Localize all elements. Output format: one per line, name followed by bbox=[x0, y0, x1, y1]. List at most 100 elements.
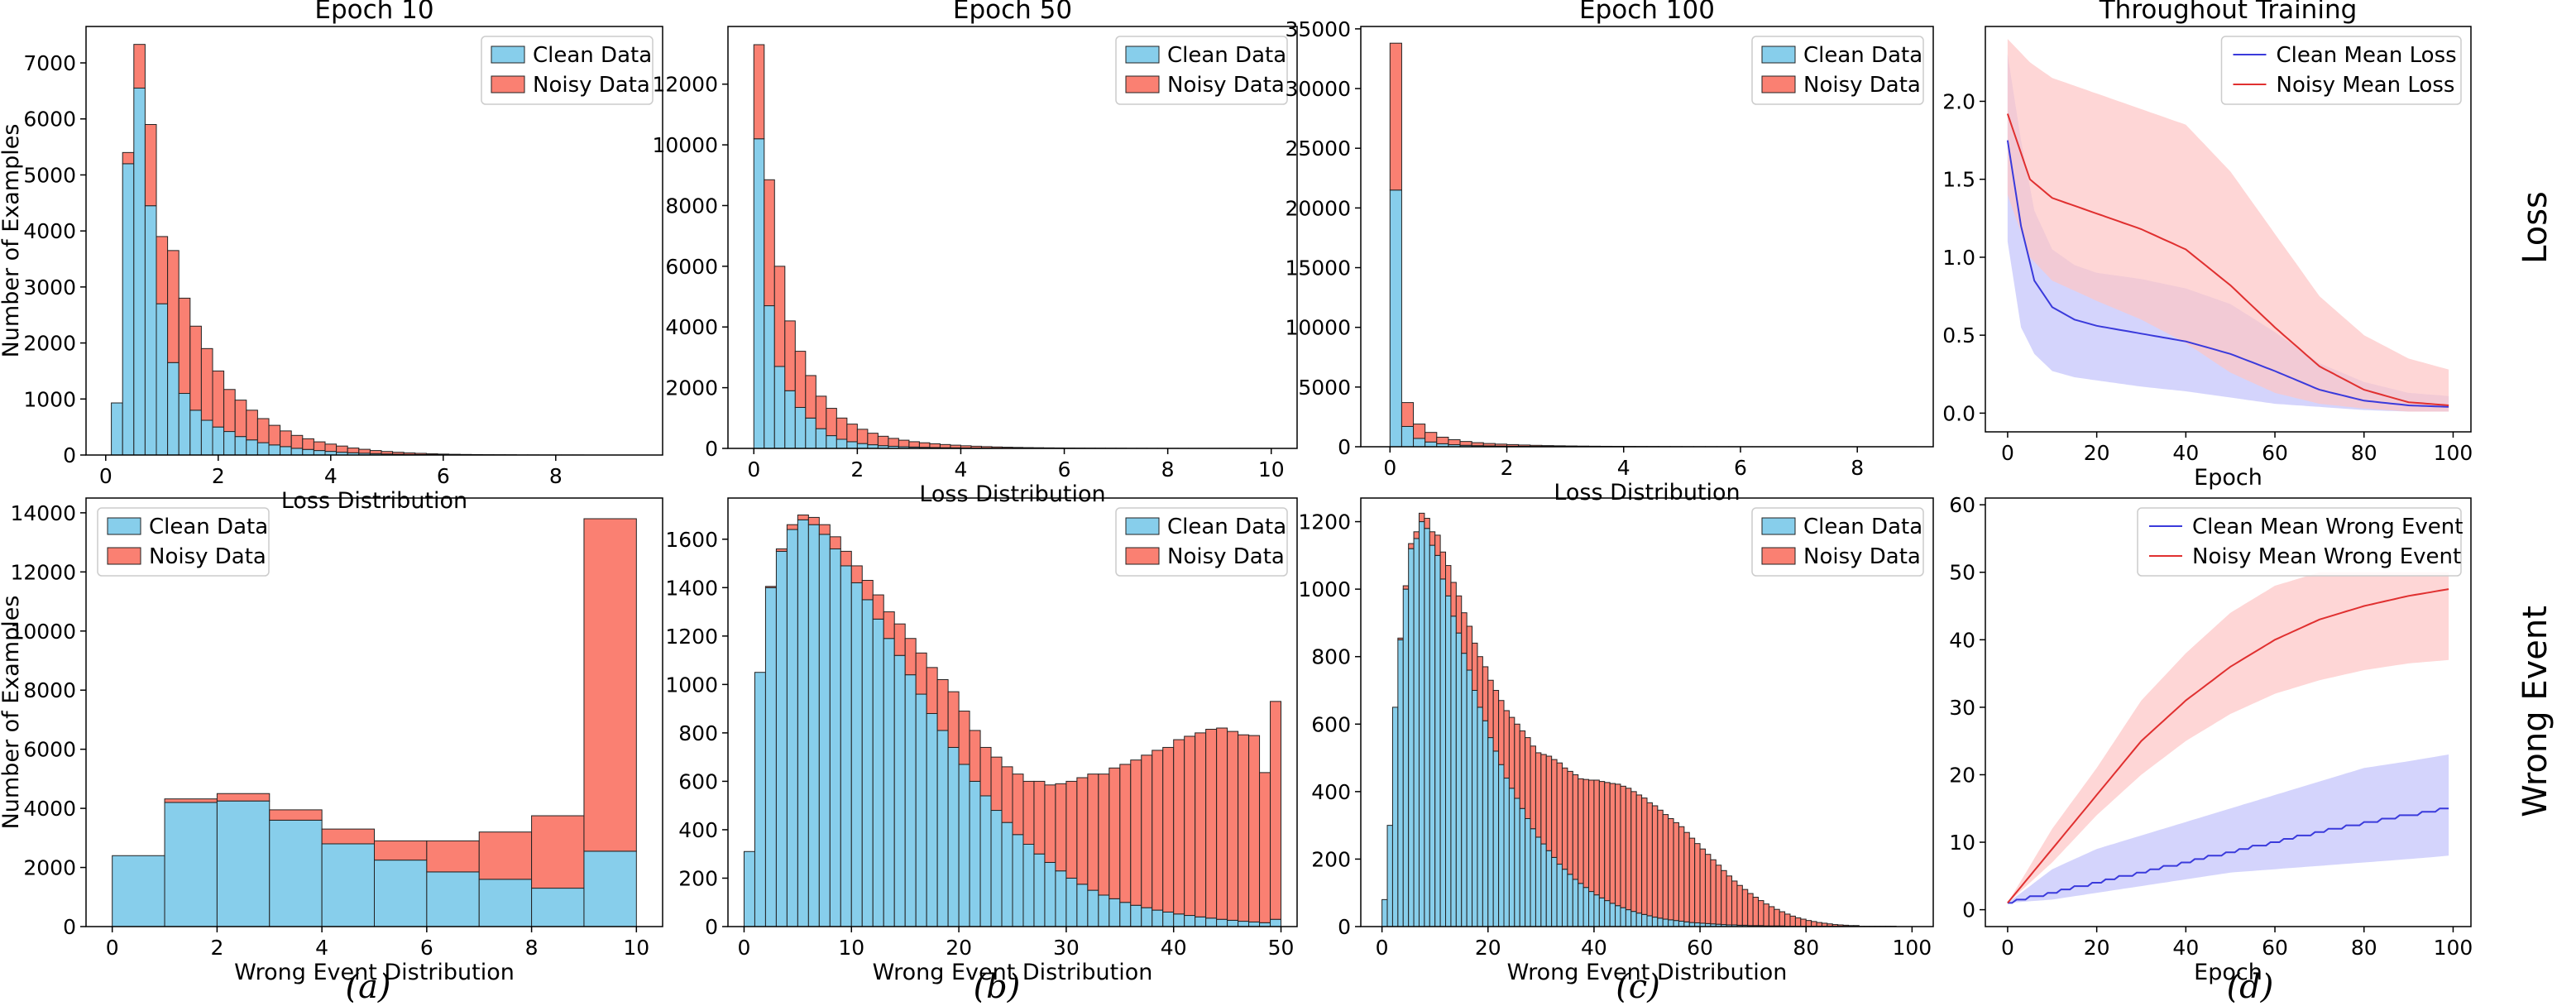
bar-clean bbox=[1270, 918, 1282, 927]
bar-clean bbox=[1389, 189, 1402, 447]
bar-clean bbox=[1386, 825, 1393, 927]
bar-clean bbox=[926, 712, 938, 927]
bar-noisy bbox=[764, 179, 775, 307]
legend-swatch bbox=[1125, 517, 1160, 535]
bar-noisy bbox=[1699, 848, 1706, 924]
y-tick-label: 10000 bbox=[10, 620, 76, 644]
axes-frame bbox=[727, 26, 1298, 449]
bar-noisy bbox=[1439, 551, 1447, 580]
bar-clean bbox=[1615, 905, 1621, 927]
bar-clean bbox=[269, 819, 323, 927]
bar-noisy bbox=[1065, 780, 1078, 879]
bar-noisy bbox=[1635, 794, 1643, 914]
x-axis-label: Wrong Event Distribution bbox=[1507, 960, 1788, 985]
bar-noisy bbox=[1625, 788, 1632, 911]
bar-noisy bbox=[122, 151, 135, 165]
bar-noisy bbox=[392, 452, 405, 455]
bar-noisy bbox=[1466, 625, 1473, 671]
x-axis-label: Epoch bbox=[2194, 960, 2262, 985]
bar-clean bbox=[1678, 920, 1685, 927]
bar-noisy bbox=[1459, 441, 1472, 446]
y-tick-label: 60 bbox=[1949, 493, 1975, 517]
bar-noisy bbox=[1408, 543, 1415, 549]
bar-clean bbox=[1012, 834, 1024, 927]
axes-frame bbox=[727, 497, 1298, 927]
bar-clean bbox=[1055, 870, 1067, 927]
bar-noisy bbox=[939, 443, 951, 448]
bar-clean bbox=[1098, 894, 1110, 927]
bar-clean bbox=[969, 780, 981, 927]
bar-noisy bbox=[1683, 831, 1690, 922]
band-clean bbox=[2007, 54, 2449, 412]
bar-noisy bbox=[1152, 750, 1164, 911]
bar-noisy bbox=[1805, 920, 1812, 927]
axes-frame bbox=[85, 26, 663, 456]
bar-noisy bbox=[216, 793, 271, 802]
bar-clean bbox=[1673, 920, 1679, 927]
bar-noisy bbox=[918, 442, 931, 448]
bar-clean bbox=[374, 860, 428, 927]
bar-noisy bbox=[1022, 780, 1035, 845]
y-tick-label: 3000 bbox=[23, 275, 76, 299]
y-tick-label: 400 bbox=[1311, 780, 1351, 804]
x-tick-label: 100 bbox=[2434, 936, 2473, 960]
panel-label-d: (d) bbox=[2227, 968, 2274, 1006]
bar-clean bbox=[850, 582, 863, 927]
bar-clean bbox=[212, 426, 225, 455]
bar-noisy bbox=[1678, 826, 1685, 922]
y-tick-label: 0 bbox=[705, 915, 718, 939]
bar-noisy bbox=[223, 389, 236, 433]
bar-noisy bbox=[189, 325, 202, 411]
bar-noisy bbox=[167, 250, 180, 363]
bar-noisy bbox=[818, 524, 831, 535]
bar-noisy bbox=[1238, 734, 1250, 922]
y-tick-label: 0 bbox=[1338, 435, 1351, 459]
bar-clean bbox=[805, 417, 816, 448]
bar-clean bbox=[815, 428, 827, 448]
bar-noisy bbox=[1641, 798, 1648, 915]
legend-label: Clean Data bbox=[1803, 43, 1922, 68]
x-tick-label: 80 bbox=[2351, 936, 2377, 960]
x-axis-label: Epoch bbox=[2194, 465, 2262, 491]
bar-clean bbox=[883, 638, 895, 927]
x-tick-label: 0 bbox=[99, 464, 113, 488]
bar-clean bbox=[1588, 891, 1595, 927]
bar-noisy bbox=[1216, 727, 1228, 920]
bar-clean bbox=[1022, 843, 1035, 927]
bar-noisy bbox=[336, 445, 348, 453]
bar-noisy bbox=[950, 444, 961, 448]
axes-frame bbox=[1985, 26, 2472, 433]
bar-noisy bbox=[1076, 777, 1089, 885]
bar-clean bbox=[1195, 916, 1207, 927]
bar-clean bbox=[990, 810, 1003, 927]
legend-swatch bbox=[1125, 46, 1160, 64]
bar-noisy bbox=[1578, 778, 1584, 884]
bar-clean bbox=[1033, 853, 1046, 927]
axes-frame bbox=[1360, 497, 1934, 927]
bar-noisy bbox=[1630, 791, 1637, 913]
y-tick-label: 400 bbox=[678, 818, 718, 842]
bar-clean bbox=[1525, 817, 1531, 927]
bar-noisy bbox=[1525, 737, 1531, 819]
bar-noisy bbox=[908, 441, 920, 448]
bar-noisy bbox=[1173, 739, 1185, 915]
bar-clean bbox=[1572, 879, 1579, 927]
bar-noisy bbox=[531, 815, 585, 889]
bar-noisy bbox=[1567, 770, 1573, 875]
bar-noisy bbox=[856, 429, 869, 444]
bar-noisy bbox=[926, 667, 938, 714]
bar-clean bbox=[1455, 632, 1463, 927]
y-tick-label: 4000 bbox=[23, 219, 76, 243]
bar-noisy bbox=[775, 548, 788, 552]
x-tick-label: 10 bbox=[838, 936, 864, 960]
bar-clean bbox=[426, 871, 480, 927]
x-tick-label: 10 bbox=[1258, 457, 1285, 481]
y-tick-label: 7000 bbox=[23, 51, 76, 75]
bar-noisy bbox=[1514, 723, 1520, 799]
bar-clean bbox=[794, 406, 807, 448]
panel-label-c: (c) bbox=[1616, 968, 1660, 1006]
bar-clean bbox=[846, 441, 858, 448]
bar-noisy bbox=[1551, 759, 1558, 858]
